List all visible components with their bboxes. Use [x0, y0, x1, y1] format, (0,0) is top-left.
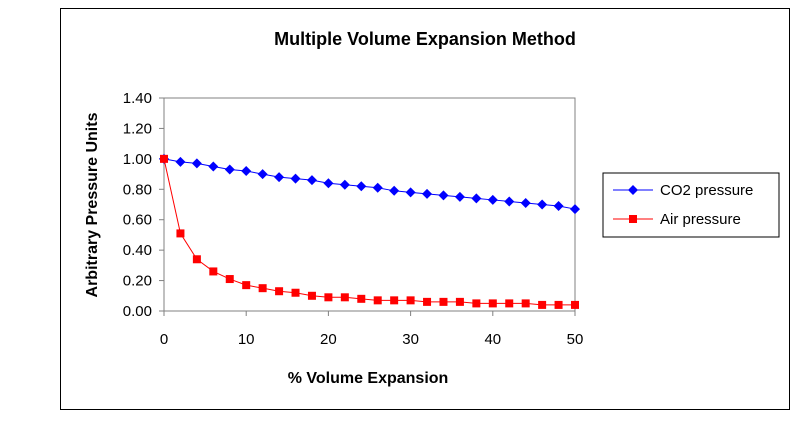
data-point — [505, 299, 514, 308]
data-point — [553, 201, 564, 212]
x-tick-label: 40 — [484, 331, 501, 348]
series-1 — [160, 154, 579, 309]
x-axis-label: % Volume Expansion — [288, 370, 449, 387]
plot-area — [163, 97, 576, 312]
data-point — [537, 199, 548, 210]
data-point — [570, 204, 580, 215]
legend-label: CO2 pressure — [660, 182, 753, 199]
y-tick-label: 0.00 — [123, 303, 152, 320]
data-point — [258, 284, 267, 293]
data-point — [357, 294, 366, 303]
x-axis-ticks: 0 10 20 30 40 50 — [160, 311, 584, 348]
data-point — [175, 156, 186, 167]
series-layer — [159, 153, 580, 309]
data-point — [291, 288, 300, 297]
y-axis-ticks: 0.00 0.20 0.40 0.60 0.80 1.00 1.20 1.40 — [123, 90, 164, 320]
series-line — [163, 158, 575, 306]
data-point — [554, 300, 563, 309]
data-point — [257, 169, 268, 180]
y-tick-label: 0.20 — [123, 273, 152, 290]
data-point — [242, 281, 251, 290]
legend-marker — [629, 215, 637, 223]
x-tick-label: 20 — [320, 331, 337, 348]
data-point — [241, 166, 252, 177]
data-point — [324, 293, 333, 302]
data-point — [389, 185, 400, 196]
data-point — [274, 172, 285, 183]
data-point — [538, 300, 547, 309]
data-point — [487, 194, 498, 205]
legend: CO2 pressure Air pressure — [602, 172, 780, 238]
data-point — [520, 197, 531, 208]
data-point — [472, 299, 481, 308]
data-point — [390, 296, 399, 305]
data-point — [176, 229, 185, 238]
data-point — [504, 196, 515, 207]
data-point — [340, 293, 349, 302]
data-point — [438, 190, 449, 201]
data-point — [471, 193, 482, 204]
data-point — [323, 178, 334, 189]
y-tick-label: 0.40 — [123, 242, 152, 259]
x-tick-label: 0 — [160, 331, 168, 348]
x-tick-label: 10 — [238, 331, 255, 348]
series-0 — [159, 153, 580, 215]
legend-label: Air pressure — [660, 211, 741, 228]
data-point — [224, 164, 235, 175]
data-point — [306, 175, 317, 186]
data-point — [488, 299, 497, 308]
data-point — [423, 297, 432, 306]
data-point — [192, 255, 201, 264]
data-point — [405, 187, 416, 198]
chart-title: Multiple Volume Expansion Method — [274, 29, 576, 49]
data-point — [275, 287, 284, 296]
data-point — [406, 296, 415, 305]
data-point — [439, 297, 448, 306]
data-point — [454, 191, 465, 202]
data-point — [208, 161, 219, 172]
legend-marker — [628, 185, 638, 195]
data-point — [290, 173, 301, 184]
data-point — [225, 275, 234, 284]
y-axis-label: Arbitrary Pressure Units — [84, 112, 101, 297]
data-point — [372, 182, 383, 193]
x-tick-label: 50 — [567, 331, 584, 348]
data-point — [455, 297, 464, 306]
data-point — [521, 299, 530, 308]
y-tick-label: 1.20 — [123, 120, 152, 137]
data-point — [571, 300, 579, 309]
legend-box — [602, 172, 780, 238]
data-point — [209, 267, 218, 276]
y-tick-label: 1.00 — [123, 151, 152, 168]
data-point — [307, 291, 316, 300]
data-point — [373, 296, 382, 305]
data-point — [339, 179, 350, 190]
data-point — [191, 158, 202, 169]
x-tick-label: 30 — [402, 331, 419, 348]
y-tick-label: 0.60 — [123, 212, 152, 229]
data-point — [422, 188, 433, 199]
y-tick-label: 0.80 — [123, 181, 152, 198]
data-point — [356, 181, 367, 192]
data-point — [160, 154, 168, 163]
y-tick-label: 1.40 — [123, 90, 152, 107]
